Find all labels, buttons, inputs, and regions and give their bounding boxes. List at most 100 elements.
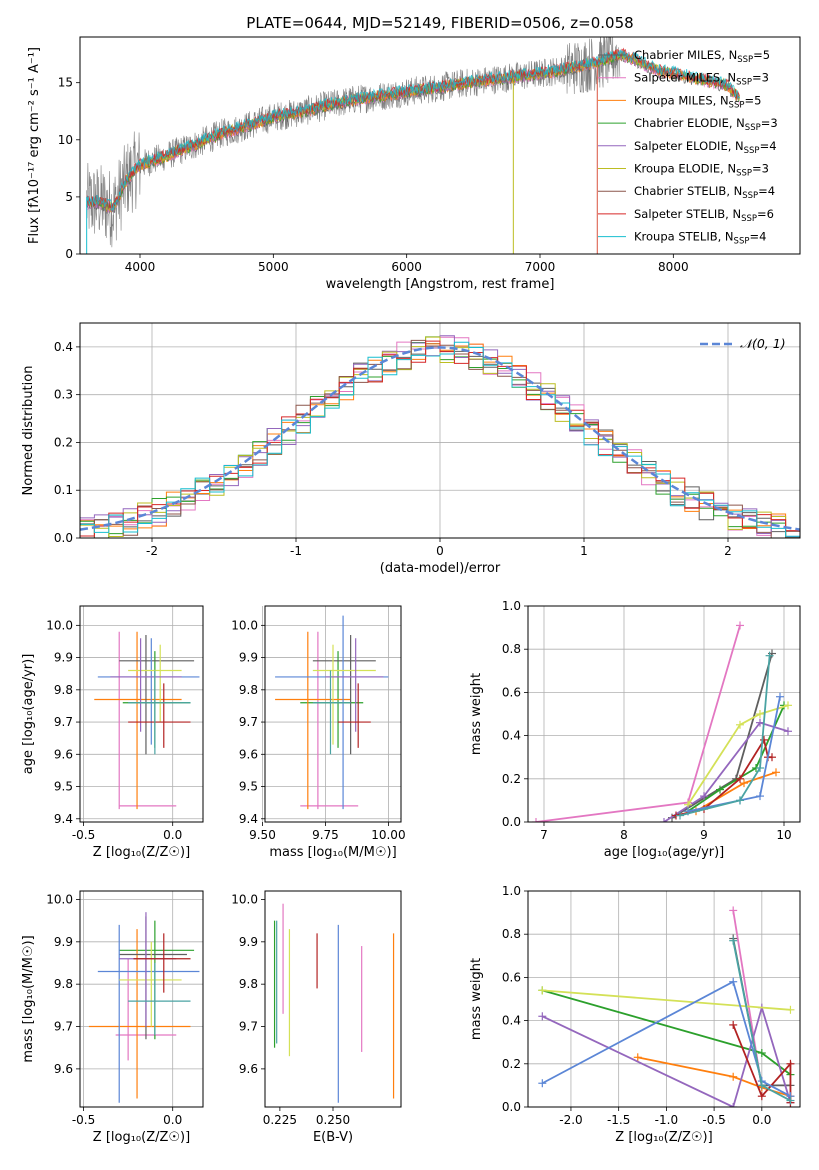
legend-label: Chabrier ELODIE, NSSP=3 <box>634 116 778 133</box>
legend-entry: Salpeter MILES, NSSP=3 <box>598 71 769 88</box>
x-tick-label: 0.250 <box>316 1113 350 1127</box>
errorbar-point <box>119 635 195 755</box>
legend-label: Kroupa ELODIE, NSSP=3 <box>634 162 769 179</box>
plot-area <box>86 37 740 254</box>
errorbar-point <box>97 638 200 745</box>
plot-area <box>275 615 389 810</box>
plot-area <box>273 903 395 1103</box>
y-tick-label: 0.6 <box>502 685 521 699</box>
series-line <box>679 655 771 817</box>
x-axis-label: age [log₁₀(age/yr)] <box>604 845 725 860</box>
x-axis-label: Z [log₁₀(Z/Z☉)] <box>615 1130 712 1145</box>
y-tick-label: 0.4 <box>502 1014 521 1028</box>
x-tick-label: 8 <box>620 828 628 842</box>
y-tick-label: 0.4 <box>502 729 521 743</box>
weight-series <box>729 936 795 1105</box>
x-tick-label: 10 <box>776 828 791 842</box>
x-tick-label: 0 <box>436 544 444 558</box>
model-spectrum <box>86 49 740 211</box>
y-tick-label: 10 <box>58 133 73 147</box>
errorbar-point <box>118 631 177 810</box>
errorbar-point <box>128 963 191 1035</box>
axes-frame <box>264 605 402 823</box>
series-line <box>687 704 789 806</box>
legend-entry: Chabrier MILES, NSSP=5 <box>598 48 770 65</box>
y-tick-label: 9.7 <box>54 1020 73 1034</box>
y-tick-label: 9.6 <box>239 1062 258 1076</box>
legend-label: Chabrier STELIB, NSSP=4 <box>634 184 775 201</box>
plot-area <box>94 631 200 810</box>
series-line <box>535 625 741 822</box>
x-tick-label: 9 <box>700 828 708 842</box>
x-axis-label: mass [log₁₀(M/M☉)] <box>269 845 396 860</box>
x-tick-label: -0.5 <box>72 1113 95 1127</box>
errorbar-point <box>312 635 376 755</box>
y-tick-label: 15 <box>58 76 73 90</box>
plot-area <box>80 335 800 538</box>
x-tick-label: 9.50 <box>249 828 276 842</box>
x-tick-label: 7000 <box>525 260 556 274</box>
panel-spectrum: 4000 5000 6000 7000 8000 0 5 10 15 wavelength [An… <box>27 36 801 292</box>
normal-curve <box>80 346 800 531</box>
y-tick-label: 10.0 <box>46 618 73 632</box>
y-tick-label: 10.0 <box>46 892 73 906</box>
x-tick-label: -1.5 <box>607 1113 630 1127</box>
axes-frame <box>527 605 801 823</box>
legend-entry: Kroupa ELODIE, NSSP=3 <box>598 162 769 179</box>
axes-frame <box>264 890 402 1108</box>
y-tick-label: 0.2 <box>502 1057 521 1071</box>
x-tick-label: 7 <box>540 828 548 842</box>
series-line <box>687 696 781 813</box>
y-axis-label: mass weight <box>469 958 484 1040</box>
y-tick-label: 9.8 <box>54 683 73 697</box>
x-tick-label: 0.225 <box>263 1113 297 1127</box>
errorbar-point <box>119 916 187 1040</box>
errorbar-point <box>128 670 191 755</box>
legend-label: Kroupa MILES, NSSP=5 <box>634 93 761 110</box>
errorbar-point <box>312 644 376 745</box>
y-axis-label: Normed distribution <box>21 366 36 496</box>
x-tick-label: 10.00 <box>371 828 405 842</box>
x-tick-label: 2 <box>724 544 732 558</box>
panel-age-vs-Z: -0.5 0.0 9.4 9.5 9.6 9.7 9.8 9.9 10.0 Z [log₁₀(Z/… <box>21 605 204 860</box>
errorbar-point <box>94 631 182 810</box>
y-tick-label: 0.2 <box>54 435 73 449</box>
errorbar-point <box>110 638 182 732</box>
y-tick-label: 0.4 <box>54 340 73 354</box>
series-line <box>542 989 791 1011</box>
y-tick-label: 9.4 <box>54 812 73 826</box>
errorbar-point <box>275 631 351 810</box>
legend-entry: Chabrier STELIB, NSSP=4 <box>598 184 775 201</box>
panel-age-vs-mass: 9.50 9.75 10.00 9.4 9.5 9.6 9.7 9.8 9.9 10.0 mass … <box>231 605 406 860</box>
x-tick-label: 1 <box>580 544 588 558</box>
y-tick-label: 1.0 <box>502 884 521 898</box>
axes-frame <box>79 322 801 539</box>
legend-label: Salpeter ELODIE, NSSP=4 <box>634 139 777 156</box>
legend-label: 𝒩(0, 1) <box>740 336 786 351</box>
errorbar-point <box>325 638 384 732</box>
y-tick-label: 9.7 <box>239 715 258 729</box>
legend-entry: Chabrier ELODIE, NSSP=3 <box>598 116 778 133</box>
y-tick-label: 0.8 <box>502 642 521 656</box>
errorbar-point <box>133 933 191 993</box>
legend-label: Kroupa STELIB, NSSP=4 <box>634 230 766 247</box>
legend-label: Chabrier MILES, NSSP=5 <box>634 48 770 65</box>
y-tick-label: 0.0 <box>54 531 73 545</box>
legend-entry: Kroupa MILES, NSSP=5 <box>598 93 761 110</box>
x-axis-label: Z [log₁₀(Z/Z☉)] <box>93 1130 190 1145</box>
y-tick-label: 9.5 <box>54 780 73 794</box>
x-axis-label: Z [log₁₀(Z/Z☉)] <box>93 845 190 860</box>
panel-mass-vs-EBV: 0.225 0.250 9.6 9.7 9.8 9.9 10.0 E(B-V) <box>231 890 402 1145</box>
panel-mass-vs-Z: -0.5 0.0 9.6 9.7 9.8 9.9 10.0 Z [log₁₀(Z/Z☉)] ma… <box>21 890 204 1145</box>
x-axis-label: wavelength [Angstrom, rest frame] <box>326 277 555 292</box>
errorbar-point <box>275 615 389 810</box>
legend-entry: Salpeter STELIB, NSSP=6 <box>598 207 774 224</box>
errorbar-point <box>300 631 359 810</box>
x-tick-label: -2.0 <box>559 1113 582 1127</box>
plot-area <box>88 912 200 1103</box>
x-tick-label: -1 <box>290 544 302 558</box>
axes-frame <box>79 36 801 255</box>
axes-frame <box>79 605 204 823</box>
panel-weight-vs-age: 7 8 9 10 0.0 0.2 0.4 0.6 0.8 1.0 age [log₁₀(age/yr… <box>469 599 801 860</box>
